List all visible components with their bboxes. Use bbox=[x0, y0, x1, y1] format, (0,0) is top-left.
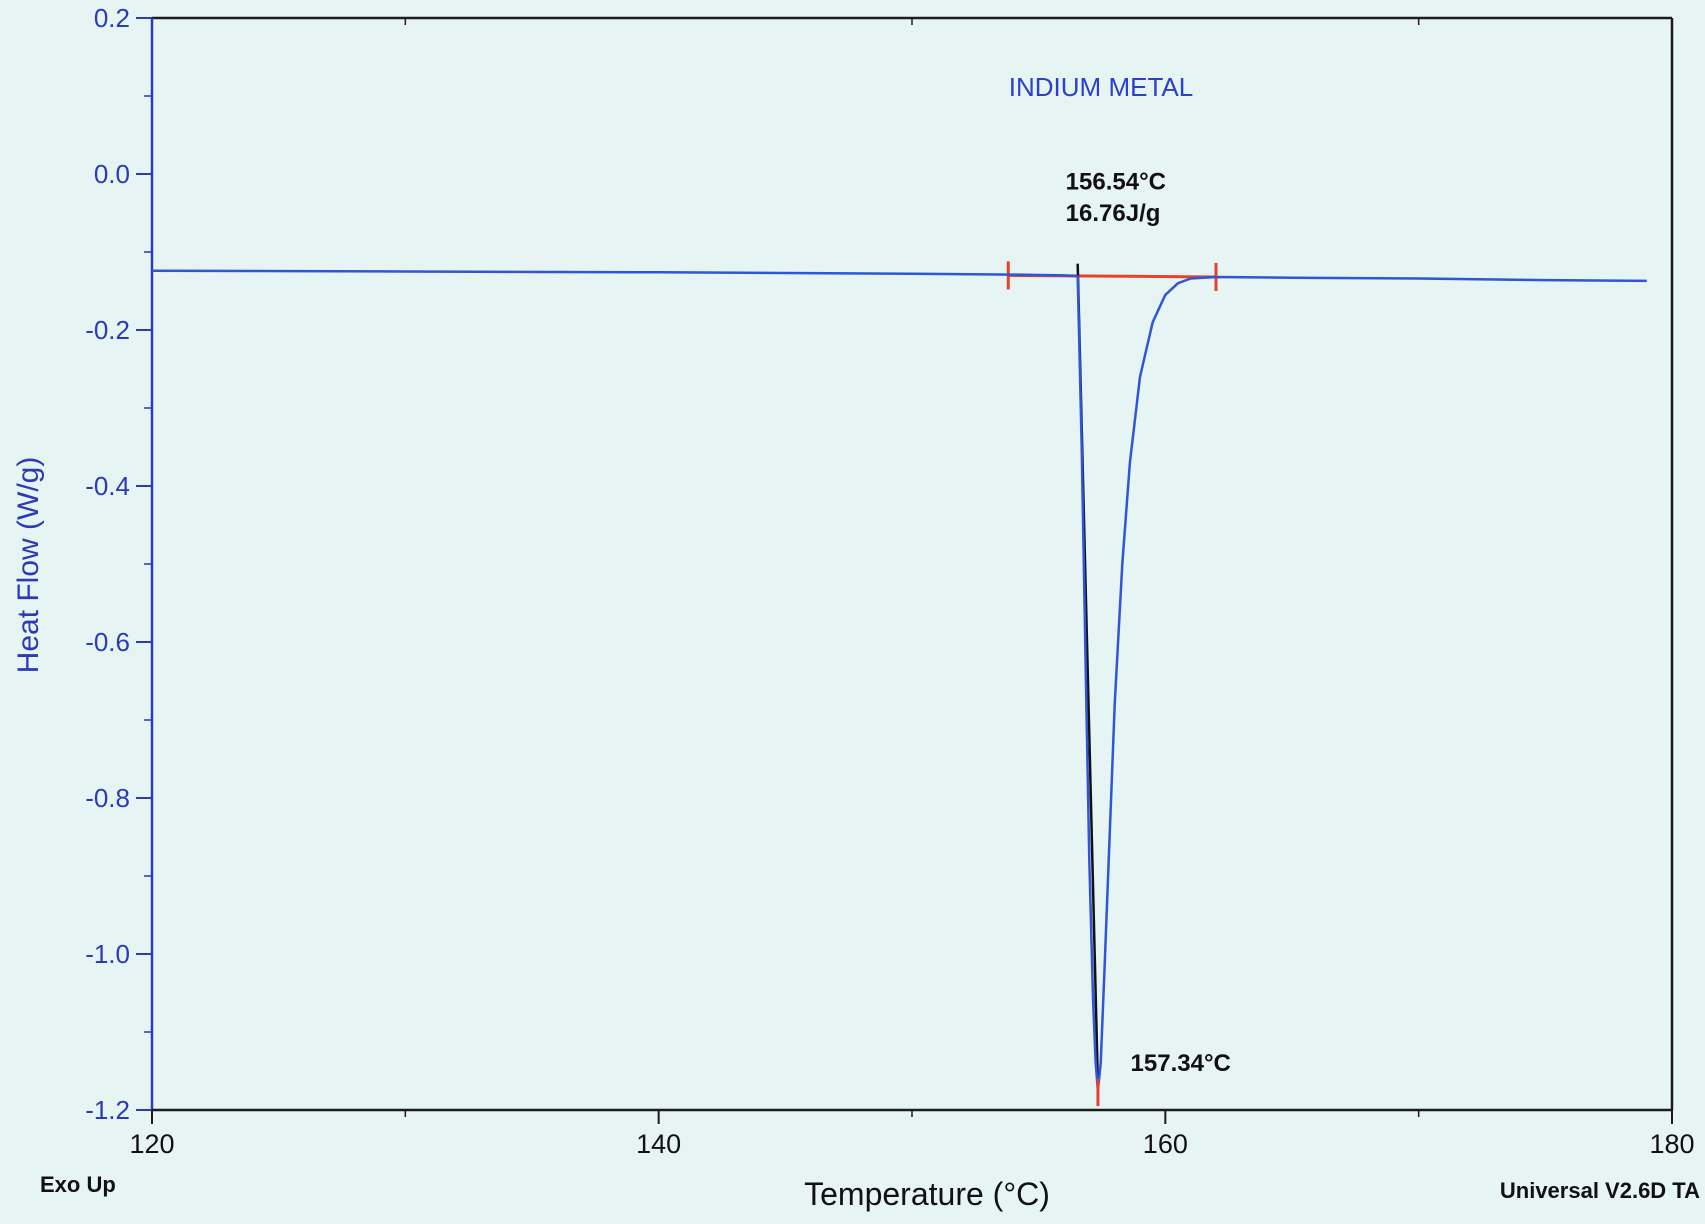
y-tick-label: -0.8 bbox=[85, 783, 130, 813]
x-tick-label: 120 bbox=[129, 1129, 174, 1159]
ticks-layer: 0.2 0.0 -0.2 -0.4 -0.6 -0.8 -1.0 -1.2 120 140 160 1… bbox=[85, 3, 1694, 1159]
y-tick-label: 0.2 bbox=[94, 3, 130, 33]
x-axis-title: Temperature (°C) bbox=[804, 1176, 1050, 1212]
y-tick-label: -0.6 bbox=[85, 627, 130, 657]
y-tick-label: -1.2 bbox=[85, 1095, 130, 1125]
chart-title: INDIUM METAL bbox=[1009, 72, 1193, 102]
annotation-peak-temp: 157.34°C bbox=[1131, 1050, 1231, 1077]
x-tick-label: 180 bbox=[1649, 1129, 1694, 1159]
y-tick-label: -0.4 bbox=[85, 471, 130, 501]
exo-up-note: Exo Up bbox=[40, 1172, 116, 1197]
y-tick-label: 0.0 bbox=[94, 159, 130, 189]
y-axis-title: Heat Flow (W/g) bbox=[12, 457, 45, 674]
software-version-note: Universal V2.6D TA bbox=[1500, 1178, 1700, 1203]
series-layer bbox=[151, 261, 1647, 1107]
heat-flow-curve bbox=[151, 269, 1647, 1092]
y-tick-label: -0.2 bbox=[85, 315, 130, 345]
annotation-onset-temp: 156.54°C bbox=[1066, 169, 1166, 196]
annotation-enthalpy: 16.76J/g bbox=[1066, 200, 1161, 227]
axes-layer bbox=[150, 16, 1674, 1112]
y-tick-label: -1.0 bbox=[85, 939, 130, 969]
x-tick-label: 140 bbox=[636, 1129, 681, 1159]
x-tick-label: 160 bbox=[1143, 1129, 1188, 1159]
annotations-layer: 156.54°C 16.76J/g 157.34°C bbox=[1066, 169, 1231, 1077]
